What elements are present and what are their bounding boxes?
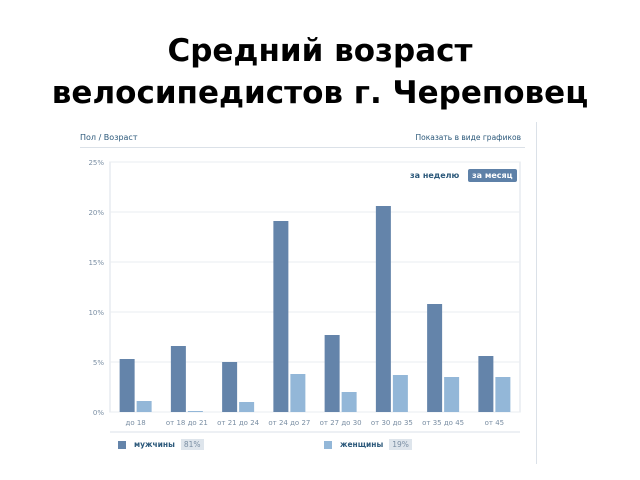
slide-title-line-1: Средний возраст bbox=[167, 33, 473, 69]
legend-women-swatch bbox=[324, 440, 332, 449]
widget-right-border bbox=[536, 122, 537, 464]
y-tick-label: 20% bbox=[88, 209, 104, 217]
bar-men bbox=[324, 335, 340, 412]
x-tick-label: от 21 до 24 bbox=[217, 419, 260, 427]
bar-men bbox=[222, 362, 238, 412]
x-tick-label: от 24 до 27 bbox=[268, 419, 310, 427]
period-month-button[interactable]: за месяц bbox=[468, 169, 517, 182]
age-chart: 0% 5% 10% 15% 20% 25% до 18 от 18 до 21 от 21 до… bbox=[88, 159, 521, 433]
bar-women bbox=[136, 401, 152, 412]
legend-women-percent: 19% bbox=[389, 439, 412, 450]
legend-men-label: мужчины bbox=[134, 440, 175, 449]
slide-title: Средний возраст велосипедистов г. Черепо… bbox=[0, 30, 640, 114]
bar-men bbox=[170, 346, 186, 412]
bar-men bbox=[273, 221, 289, 412]
widget-header: Пол / Возраст Показать в виде графиков bbox=[80, 122, 525, 148]
bar-women bbox=[495, 377, 511, 412]
demographics-widget: Пол / Возраст Показать в виде графиков 0… bbox=[80, 122, 538, 467]
bar-men bbox=[478, 356, 494, 412]
y-tick-label: 0% bbox=[93, 409, 104, 417]
period-week-link[interactable]: за неделю bbox=[410, 171, 460, 180]
legend-men-percent: 81% bbox=[180, 439, 204, 450]
show-as-graphs-link[interactable]: Показать в виде графиков bbox=[415, 133, 521, 142]
x-tick-label: от 35 до 45 bbox=[422, 419, 464, 427]
x-tick-label: от 27 до 30 bbox=[320, 419, 362, 427]
bar-men bbox=[427, 304, 443, 412]
legend-men: мужчины 81% bbox=[118, 439, 204, 450]
y-tick-label: 15% bbox=[88, 259, 104, 267]
y-tick-label: 25% bbox=[88, 159, 104, 167]
x-tick-label: от 45 bbox=[485, 419, 505, 427]
legend-women: женщины 19% bbox=[324, 439, 412, 450]
bar-men bbox=[119, 359, 135, 412]
x-tick-label: до 18 bbox=[125, 419, 145, 427]
bar-women bbox=[239, 402, 255, 412]
widget-title: Пол / Возраст bbox=[80, 133, 138, 142]
bar-men bbox=[375, 206, 391, 412]
legend-men-swatch bbox=[118, 440, 126, 449]
legend-women-label: женщины bbox=[340, 440, 384, 449]
bar-women bbox=[444, 377, 460, 412]
x-tick-label: от 30 до 35 bbox=[371, 419, 413, 427]
bar-women bbox=[341, 392, 357, 412]
y-tick-label: 10% bbox=[88, 309, 104, 317]
x-tick-label: от 18 до 21 bbox=[166, 419, 208, 427]
bar-women bbox=[290, 374, 306, 412]
y-tick-label: 5% bbox=[93, 359, 104, 367]
bar-women bbox=[187, 411, 203, 412]
bar-women bbox=[392, 375, 408, 412]
slide-title-line-2: велосипедистов г. Череповец bbox=[51, 75, 589, 111]
